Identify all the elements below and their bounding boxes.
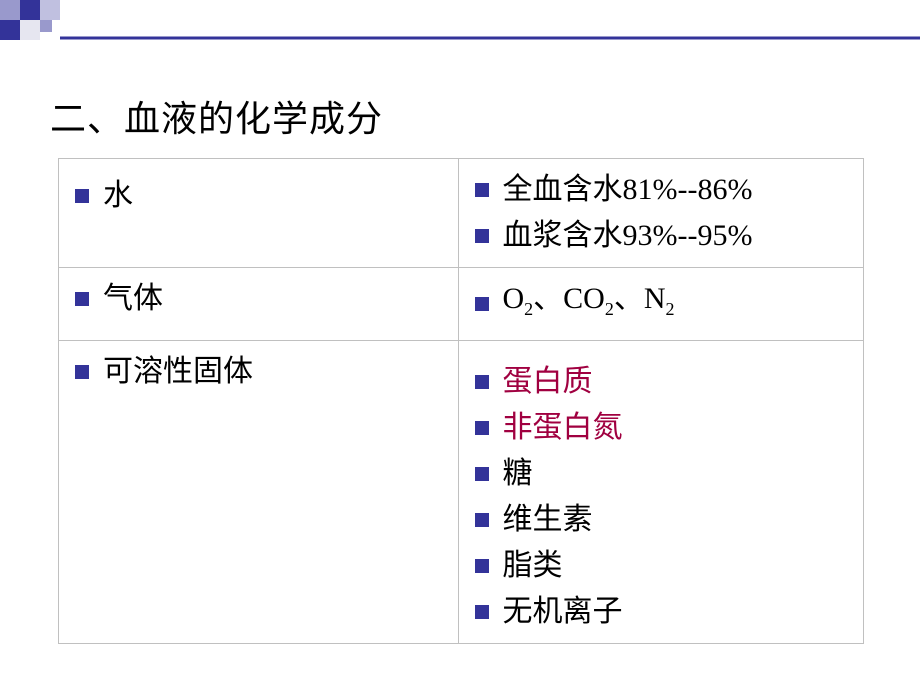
- bullet-icon: [75, 189, 89, 203]
- bullet-icon: [475, 375, 489, 389]
- content-table: 水 全血含水81%--86% 血浆含水93%--95% 气体 O2、CO2、N2 可溶性固…: [58, 158, 864, 644]
- cell-right: 蛋白质非蛋白氮糖维生素脂类无机离子: [458, 340, 864, 643]
- bullet-icon: [475, 467, 489, 481]
- table-row: 可溶性固体 蛋白质非蛋白氮糖维生素脂类无机离子: [58, 340, 863, 643]
- bullet-icon: [475, 183, 489, 197]
- bullet-text: 水: [103, 177, 133, 215]
- table-row: 气体 O2、CO2、N2: [58, 267, 863, 340]
- bullet-text: O2、CO2、N2: [503, 280, 675, 328]
- cell-left: 气体: [58, 267, 458, 340]
- cell-left: 可溶性固体: [58, 340, 458, 643]
- deco-svg: [0, 0, 920, 50]
- bullet-text: 可溶性固体: [103, 353, 253, 391]
- bullet-line: 糖: [469, 451, 854, 497]
- cell-left: 水: [58, 158, 458, 267]
- bullet-icon: [475, 559, 489, 573]
- bullet-icon: [75, 365, 89, 379]
- bullet-text: 全血含水81%--86%: [503, 171, 753, 209]
- bullet-text: 血浆含水93%--95%: [503, 217, 753, 255]
- cell-right: 全血含水81%--86% 血浆含水93%--95%: [458, 158, 864, 267]
- bullet-line: 非蛋白氮: [469, 405, 854, 451]
- bullet-icon: [475, 229, 489, 243]
- bullet-line: 蛋白质: [469, 359, 854, 405]
- bullet-icon: [475, 421, 489, 435]
- bullet-line: 血浆含水93%--95%: [469, 213, 854, 259]
- bullet-text: 维生素: [503, 501, 593, 539]
- bullet-line: 脂类: [469, 543, 854, 589]
- bullet-text: 气体: [103, 280, 163, 318]
- bullet-line: 维生素: [469, 497, 854, 543]
- bullet-line: 可溶性固体: [69, 349, 448, 395]
- bullet-icon: [475, 513, 489, 527]
- bullet-line: 全血含水81%--86%: [469, 167, 854, 213]
- bullet-icon: [475, 297, 489, 311]
- bullet-icon: [475, 605, 489, 619]
- slide-title: 二、血液的化学成分: [50, 90, 383, 142]
- bullet-text: 无机离子: [503, 593, 623, 631]
- bullet-icon: [75, 292, 89, 306]
- header-decoration: [0, 0, 920, 50]
- bullet-line: 无机离子: [469, 589, 854, 635]
- bullet-text: 脂类: [503, 547, 563, 585]
- bullet-line: O2、CO2、N2: [469, 276, 854, 332]
- bullet-text: 非蛋白氮: [503, 409, 623, 447]
- table-row: 水 全血含水81%--86% 血浆含水93%--95%: [58, 158, 863, 267]
- bullet-text: 蛋白质: [503, 363, 593, 401]
- bullet-line: 水: [69, 167, 448, 219]
- cell-right: O2、CO2、N2: [458, 267, 864, 340]
- bullet-line: 气体: [69, 276, 448, 322]
- bullet-text: 糖: [503, 455, 533, 493]
